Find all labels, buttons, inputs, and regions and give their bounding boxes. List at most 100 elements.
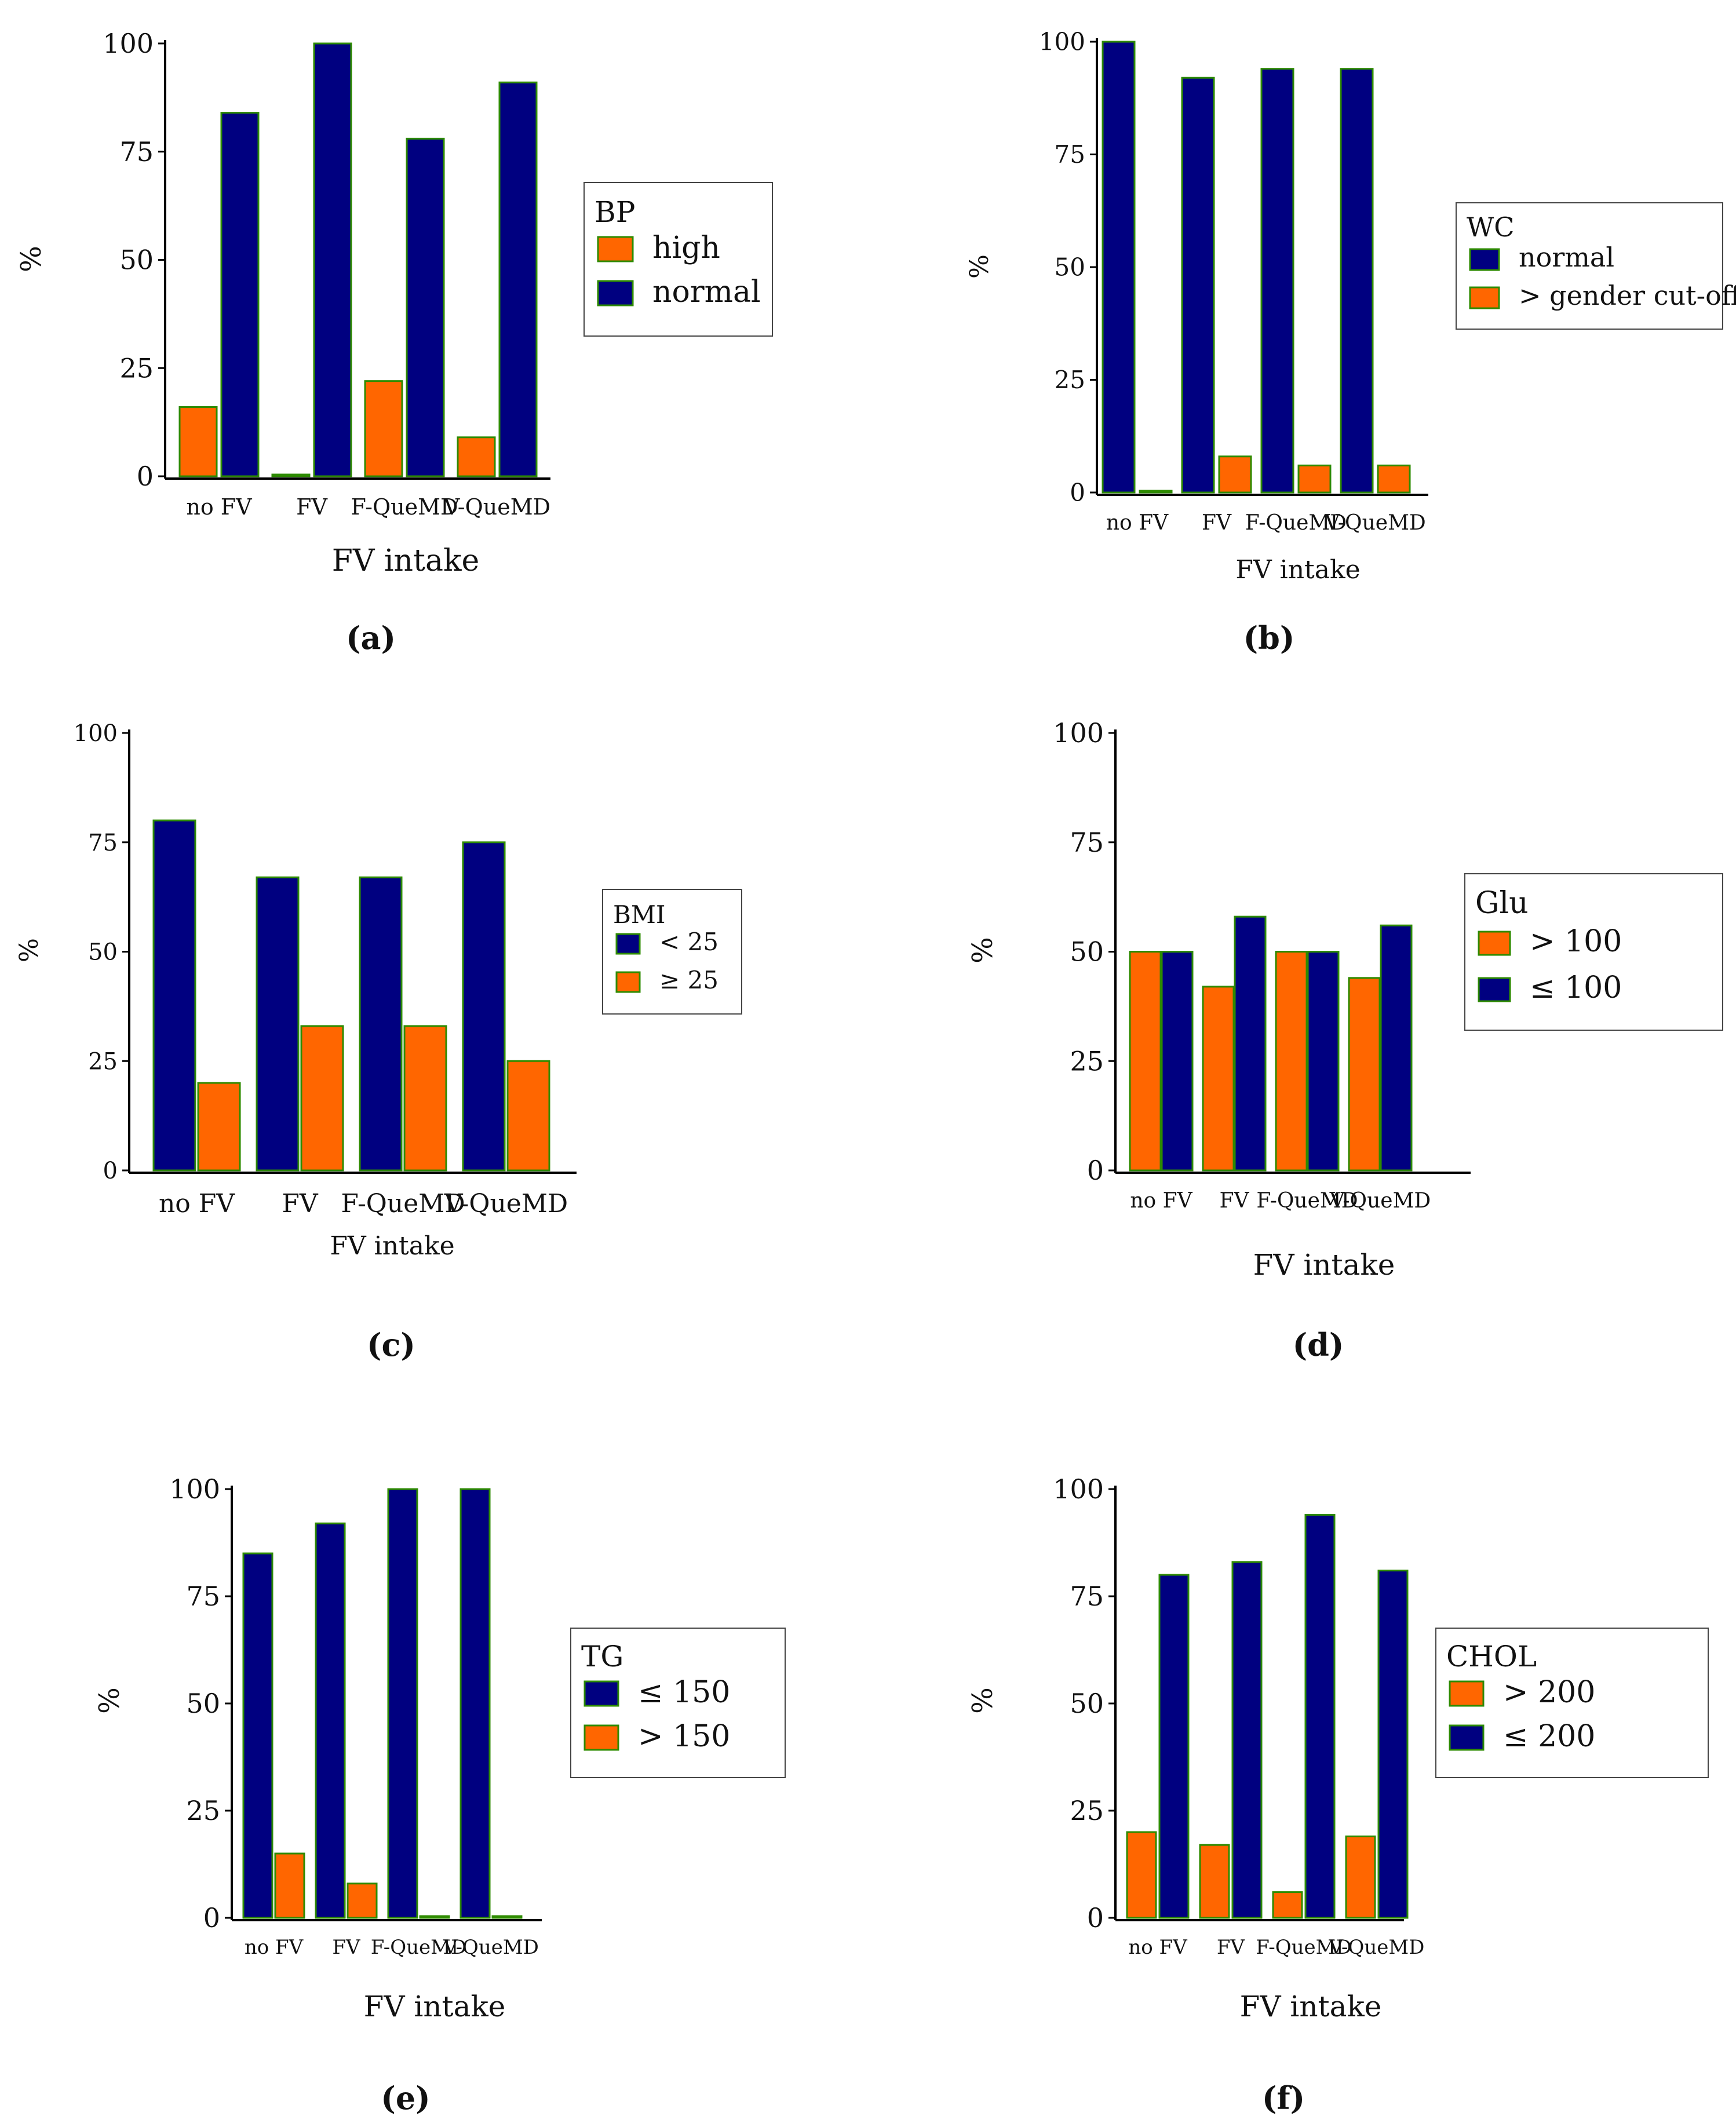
x-tick-label-d-3: V-QueMD — [1329, 1189, 1431, 1213]
y-tick-label-f-1: 25 — [1070, 1795, 1104, 1826]
legend-label-e-1: > 150 — [638, 1719, 730, 1754]
x-axis-title-a: FV intake — [332, 543, 479, 578]
x-tick-label-d-1: FV — [1220, 1189, 1250, 1213]
y-tick-label-e-2: 50 — [186, 1688, 220, 1719]
bar-e-0-1 — [274, 1852, 305, 1919]
bar-d-2-0 — [1275, 951, 1308, 1172]
x-tick-label-e-1: FV — [332, 1936, 361, 1959]
legend-label-d-0: > 100 — [1530, 924, 1622, 959]
legend-label-f-0: > 200 — [1503, 1675, 1595, 1710]
y-tick-label-b-1: 25 — [1055, 366, 1085, 394]
y-tick-label-f-4: 100 — [1053, 1473, 1104, 1505]
bar-c-1-1 — [300, 1025, 344, 1172]
x-tick-label-f-2: F-QueMD — [1256, 1936, 1352, 1959]
x-axis-title-e: FV intake — [364, 1990, 506, 2023]
legend-label-a-0: high — [652, 231, 720, 265]
y-tick-label-d-1: 25 — [1070, 1045, 1104, 1077]
panel-label-d: (d) — [1293, 1326, 1344, 1363]
y-tick-label-f-0: 0 — [1087, 1902, 1104, 1933]
legend-c: BMI< 25 ≥ 25 — [602, 889, 742, 1015]
bar-a-0-0 — [178, 406, 218, 477]
bar-d-1-1 — [1234, 915, 1267, 1172]
x-tick-label-b-1: FV — [1202, 511, 1232, 535]
bar-b-0-1 — [1139, 490, 1173, 494]
bar-e-1-1 — [347, 1882, 378, 1919]
bar-c-3-1 — [506, 1060, 550, 1172]
legend-label-b-0: normal — [1519, 242, 1614, 273]
legend-swatch-a-1 — [597, 280, 634, 307]
y-tick-label-d-2: 50 — [1070, 936, 1104, 968]
y-tick-label-a-1: 25 — [119, 352, 154, 384]
x-tick-label-a-1: FV — [296, 494, 327, 520]
x-tick-label-a-3: V-QueMD — [443, 494, 550, 520]
panel-label-a: (a) — [346, 619, 396, 656]
y-tick-label-c-4: 100 — [74, 720, 118, 747]
legend-label-c-0: < 25 — [659, 928, 719, 956]
bar-b-1-0 — [1181, 76, 1215, 494]
legend-box-a — [583, 182, 773, 337]
y-tick-label-a-0: 0 — [137, 461, 154, 492]
y-axis-title-e: % — [93, 1687, 126, 1714]
legend-label-d-1: ≤ 100 — [1530, 971, 1622, 1005]
y-tick-label-d-3: 75 — [1070, 827, 1104, 858]
x-axis-title-d: FV intake — [1253, 1248, 1395, 1282]
legend-swatch-f-0 — [1449, 1680, 1485, 1707]
y-axis-title-a: % — [15, 246, 48, 272]
x-tick-label-e-3: V-QueMD — [443, 1936, 539, 1959]
y-tick-label-b-4: 100 — [1039, 28, 1085, 56]
panel-label-f: (f) — [1262, 2079, 1305, 2116]
bar-c-1-0 — [256, 876, 300, 1172]
bar-a-1-0 — [271, 473, 311, 477]
y-axis-title-c: % — [14, 938, 44, 962]
y-tick-label-e-0: 0 — [203, 1902, 220, 1933]
bar-c-0-1 — [197, 1082, 241, 1172]
bar-e-0-0 — [242, 1552, 273, 1919]
y-axis-title-d: % — [967, 937, 999, 964]
bar-a-1-1 — [313, 42, 352, 477]
bar-e-3-0 — [459, 1488, 491, 1919]
legend-swatch-b-1 — [1469, 286, 1500, 309]
bar-e-2-0 — [387, 1488, 418, 1919]
bar-b-2-1 — [1297, 464, 1332, 494]
bar-c-2-0 — [359, 876, 403, 1172]
bar-b-3-0 — [1340, 68, 1374, 494]
bar-f-3-1 — [1377, 1570, 1409, 1919]
y-tick-label-d-4: 100 — [1053, 717, 1104, 749]
y-tick-label-c-1: 25 — [88, 1048, 118, 1075]
bar-d-2-1 — [1307, 951, 1340, 1172]
bar-d-3-0 — [1348, 977, 1381, 1172]
y-tick-label-f-3: 75 — [1070, 1581, 1104, 1612]
legend-swatch-d-1 — [1478, 977, 1511, 1002]
x-tick-label-c-0: no FV — [159, 1189, 235, 1218]
x-tick-label-d-2: F-QueMD — [1256, 1189, 1358, 1213]
legend-title-e: TG — [581, 1640, 623, 1673]
y-tick-label-b-2: 50 — [1055, 253, 1085, 282]
panel-label-c: (c) — [367, 1326, 415, 1363]
y-tick-label-c-3: 75 — [88, 830, 118, 856]
legend-swatch-a-0 — [597, 236, 634, 262]
y-tick-label-a-3: 75 — [119, 136, 154, 167]
legend-swatch-e-1 — [583, 1724, 619, 1751]
bar-a-3-1 — [498, 81, 538, 477]
bar-a-2-1 — [406, 137, 445, 477]
bar-c-0-0 — [152, 819, 196, 1172]
x-axis-title-c: FV intake — [330, 1231, 454, 1261]
bar-b-3-1 — [1377, 464, 1411, 494]
y-tick-label-c-0: 0 — [103, 1158, 118, 1184]
panel-label-e: (e) — [381, 2079, 430, 2116]
bar-b-2-0 — [1260, 68, 1294, 494]
legend-label-e-0: ≤ 150 — [638, 1675, 730, 1710]
bar-c-2-1 — [403, 1025, 447, 1172]
bar-f-2-1 — [1304, 1513, 1336, 1919]
y-axis-title-b: % — [965, 254, 994, 279]
legend-label-a-1: normal — [652, 275, 761, 309]
x-tick-label-f-0: no FV — [1128, 1936, 1188, 1959]
y-tick-label-e-1: 25 — [186, 1795, 220, 1826]
bar-d-0-0 — [1129, 951, 1162, 1172]
legend-e: TG ≤ 150 > 150 — [570, 1628, 786, 1778]
